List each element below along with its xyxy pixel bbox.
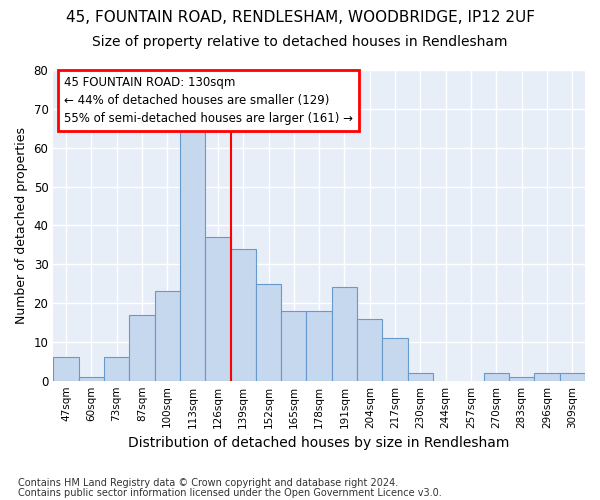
- Text: Contains public sector information licensed under the Open Government Licence v3: Contains public sector information licen…: [18, 488, 442, 498]
- Bar: [155, 292, 180, 380]
- Bar: [104, 358, 129, 380]
- X-axis label: Distribution of detached houses by size in Rendlesham: Distribution of detached houses by size …: [128, 436, 510, 450]
- Bar: [535, 373, 560, 380]
- Text: 45 FOUNTAIN ROAD: 130sqm
← 44% of detached houses are smaller (129)
55% of semi-: 45 FOUNTAIN ROAD: 130sqm ← 44% of detach…: [64, 76, 353, 125]
- Bar: [79, 377, 104, 380]
- Bar: [180, 128, 205, 380]
- Bar: [484, 373, 509, 380]
- Bar: [256, 284, 281, 380]
- Bar: [357, 318, 382, 380]
- Bar: [307, 311, 332, 380]
- Bar: [129, 314, 155, 380]
- Bar: [382, 338, 408, 380]
- Text: Contains HM Land Registry data © Crown copyright and database right 2024.: Contains HM Land Registry data © Crown c…: [18, 478, 398, 488]
- Bar: [560, 373, 585, 380]
- Bar: [205, 237, 230, 380]
- Bar: [281, 311, 307, 380]
- Bar: [509, 377, 535, 380]
- Y-axis label: Number of detached properties: Number of detached properties: [15, 127, 28, 324]
- Bar: [408, 373, 433, 380]
- Bar: [53, 358, 79, 380]
- Bar: [230, 248, 256, 380]
- Text: Size of property relative to detached houses in Rendlesham: Size of property relative to detached ho…: [92, 35, 508, 49]
- Text: 45, FOUNTAIN ROAD, RENDLESHAM, WOODBRIDGE, IP12 2UF: 45, FOUNTAIN ROAD, RENDLESHAM, WOODBRIDG…: [65, 10, 535, 25]
- Bar: [332, 288, 357, 380]
